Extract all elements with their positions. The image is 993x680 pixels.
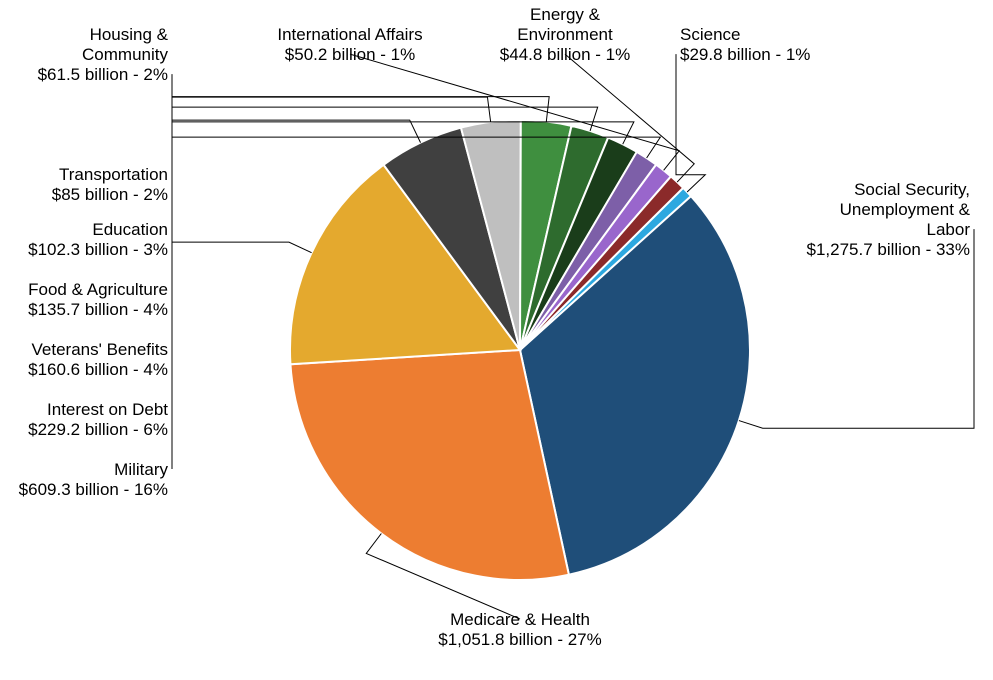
slice-label: Transportation$85 billion - 2%	[52, 165, 168, 204]
slice-label-line: $50.2 billion - 1%	[285, 45, 415, 64]
slice-label: International Affairs$50.2 billion - 1%	[277, 25, 422, 64]
slice-label-line: $229.2 billion - 6%	[28, 420, 168, 439]
slice-label: Social Security,Unemployment &Labor$1,27…	[806, 180, 970, 259]
slice-label-line: Food & Agriculture	[28, 280, 168, 299]
slice-label-line: $61.5 billion - 2%	[38, 65, 168, 84]
slice-label-line: $135.7 billion - 4%	[28, 300, 168, 319]
slice-label-line: Unemployment &	[840, 200, 971, 219]
slice-label-line: $609.3 billion - 16%	[19, 480, 168, 499]
slice-label-line: Medicare & Health	[450, 610, 590, 629]
slice-label-line: $102.3 billion - 3%	[28, 240, 168, 259]
slice-label: Science$29.8 billion - 1%	[680, 25, 810, 64]
slice-label-line: $29.8 billion - 1%	[680, 45, 810, 64]
slice-label-line: $85 billion - 2%	[52, 185, 168, 204]
slice-label-line: Education	[92, 220, 168, 239]
slice-label-line: $1,051.8 billion - 27%	[438, 630, 602, 649]
budget-pie-chart: Social Security,Unemployment &Labor$1,27…	[0, 0, 993, 680]
slice-label-line: Military	[114, 460, 168, 479]
slice-label-line: Community	[82, 45, 168, 64]
slice-label-line: Labor	[927, 220, 971, 239]
slice-label-line: International Affairs	[277, 25, 422, 44]
slice-label-line: $160.6 billion - 4%	[28, 360, 168, 379]
slice-label: Veterans' Benefits$160.6 billion - 4%	[28, 340, 168, 379]
slice-label-line: $44.8 billion - 1%	[500, 45, 630, 64]
slice-label: Housing &Community$61.5 billion - 2%	[38, 25, 169, 84]
pie-slices	[290, 120, 750, 580]
slice-label-line: Energy &	[530, 5, 601, 24]
slice-label-line: Veterans' Benefits	[32, 340, 169, 359]
slice-label-line: Science	[680, 25, 740, 44]
slice-label: Food & Agriculture$135.7 billion - 4%	[28, 280, 168, 319]
slice-label-line: Transportation	[59, 165, 168, 184]
leader-line	[676, 54, 705, 192]
slice-label-line: Housing &	[90, 25, 169, 44]
slice-label-line: Social Security,	[854, 180, 970, 199]
slice-label-line: Interest on Debt	[47, 400, 168, 419]
slice-label-line: Environment	[517, 25, 613, 44]
slice-label-line: $1,275.7 billion - 33%	[806, 240, 970, 259]
slice-label: Energy &Environment$44.8 billion - 1%	[500, 5, 630, 64]
slice-label: Education$102.3 billion - 3%	[28, 220, 168, 259]
pie-slice	[290, 350, 568, 580]
slice-label: Interest on Debt$229.2 billion - 6%	[28, 400, 168, 439]
slice-label: Military$609.3 billion - 16%	[19, 460, 169, 499]
slice-label: Medicare & Health$1,051.8 billion - 27%	[438, 610, 602, 649]
